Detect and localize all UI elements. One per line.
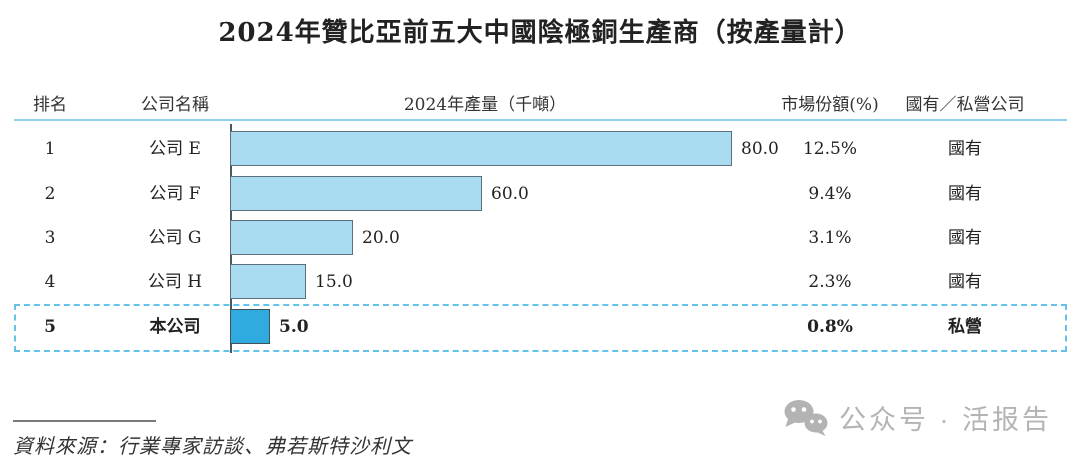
production-value: 20.0 bbox=[362, 228, 400, 248]
ownership-cell: 私營 bbox=[948, 317, 982, 337]
watermark-text: 公众号 · 活报告 bbox=[839, 405, 1052, 435]
production-value: 15.0 bbox=[315, 272, 353, 292]
source-divider bbox=[13, 420, 156, 422]
production-bar bbox=[230, 309, 270, 344]
ownership-cell: 國有 bbox=[948, 184, 982, 204]
market-share-cell: 9.4% bbox=[808, 184, 852, 204]
company-cell: 公司 H bbox=[147, 272, 203, 292]
header-production: 2024年產量（千噸） bbox=[403, 95, 567, 115]
production-value: 60.0 bbox=[491, 184, 529, 204]
header-company: 公司名稱 bbox=[141, 95, 209, 115]
table-row: 2 公司 F 60.0 9.4% 國有 bbox=[0, 172, 1080, 216]
production-value: 5.0 bbox=[279, 317, 309, 337]
rank-cell: 3 bbox=[44, 228, 56, 248]
rank-cell: 2 bbox=[44, 184, 56, 204]
table-row: 1 公司 E 80.0 12.5% 國有 bbox=[0, 127, 1080, 171]
header-ownership: 國有／私營公司 bbox=[905, 95, 1025, 115]
production-bar bbox=[230, 176, 482, 211]
rank-cell: 5 bbox=[44, 317, 56, 337]
company-cell: 公司 E bbox=[149, 139, 201, 159]
header-underline bbox=[14, 119, 1067, 121]
production-bar bbox=[230, 220, 353, 255]
header-rank: 排名 bbox=[33, 95, 67, 115]
table-row: 3 公司 G 20.0 3.1% 國有 bbox=[0, 216, 1080, 260]
production-bar bbox=[230, 131, 732, 166]
watermark: 公众号 · 活报告 bbox=[783, 398, 1052, 437]
market-share-cell: 2.3% bbox=[808, 272, 852, 292]
ownership-cell: 國有 bbox=[948, 272, 982, 292]
market-share-cell: 12.5% bbox=[802, 139, 857, 159]
wechat-icon bbox=[784, 399, 828, 436]
header-market-share: 市場份額(%) bbox=[781, 95, 879, 115]
production-bar bbox=[230, 264, 306, 299]
company-cell: 本公司 bbox=[149, 317, 201, 337]
company-cell: 公司 F bbox=[149, 184, 201, 204]
table-row-highlighted: 5 本公司 5.0 0.8% 私營 bbox=[0, 305, 1080, 349]
market-share-cell: 0.8% bbox=[807, 317, 853, 337]
source-note: 資料來源：行業專家訪談、弗若斯特沙利文 bbox=[13, 434, 412, 458]
production-value: 80.0 bbox=[741, 139, 779, 159]
ownership-cell: 國有 bbox=[948, 228, 982, 248]
rank-cell: 1 bbox=[44, 139, 56, 159]
ownership-cell: 國有 bbox=[948, 139, 982, 159]
rank-cell: 4 bbox=[44, 272, 56, 292]
highlight-row-border bbox=[14, 304, 1067, 352]
market-share-cell: 3.1% bbox=[808, 228, 852, 248]
company-cell: 公司 G bbox=[148, 228, 202, 248]
table-row: 4 公司 H 15.0 2.3% 國有 bbox=[0, 260, 1080, 304]
page-title: 2024年贊比亞前五大中國陰極銅生產商（按產量計） bbox=[218, 18, 862, 48]
